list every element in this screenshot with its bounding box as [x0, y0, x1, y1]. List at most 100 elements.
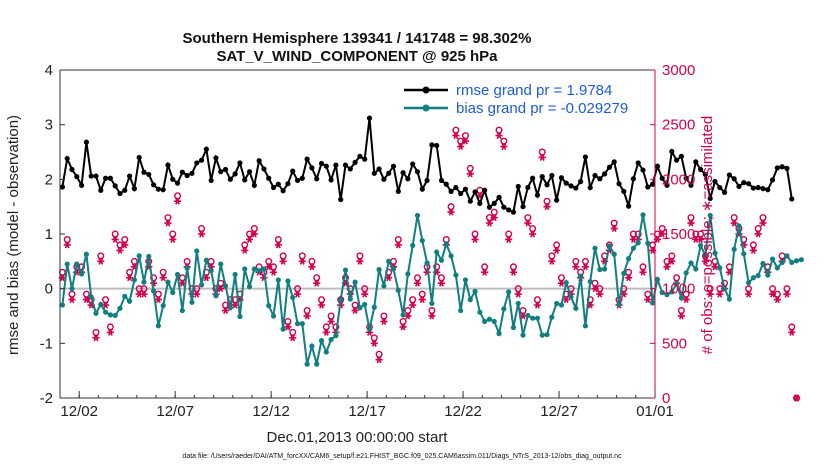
bias-point	[227, 305, 233, 311]
obs-possible-marker	[591, 279, 599, 287]
rmse-point	[405, 176, 411, 182]
obs-assimilated-marker	[682, 296, 690, 304]
star-stroke	[371, 339, 377, 347]
bias-point	[482, 318, 488, 325]
obs-possible-marker	[759, 214, 767, 222]
star-stroke	[544, 203, 550, 211]
obs-assimilated-marker	[394, 241, 402, 249]
y-axis-label-right: # of obs: o=possible; ∗=assimilated	[699, 116, 716, 355]
obs-possible-marker	[111, 230, 119, 238]
rmse-point	[237, 160, 243, 166]
star-stroke	[127, 274, 133, 282]
star-stroke	[539, 153, 545, 161]
rmse-point	[678, 153, 684, 159]
obs-possible-marker	[121, 235, 129, 243]
star-stroke	[357, 257, 363, 265]
star-stroke	[165, 219, 171, 227]
bias-point	[304, 361, 310, 367]
bias-point	[496, 330, 502, 337]
star-stroke	[688, 219, 694, 227]
obs-possible-marker	[102, 296, 110, 304]
bias-point	[251, 266, 257, 272]
obs-assimilated-marker	[716, 290, 724, 298]
obs-possible-marker	[769, 285, 777, 293]
star-stroke	[362, 290, 368, 298]
rmse-point	[160, 187, 166, 193]
star-stroke	[280, 257, 286, 265]
rmse-point	[621, 188, 627, 194]
obs-assimilated-marker	[792, 394, 801, 402]
obs-assimilated-marker	[768, 290, 777, 298]
rmse-point	[774, 165, 780, 171]
rmse-point	[184, 172, 190, 179]
rmse-point	[290, 168, 296, 174]
obs-assimilated-marker	[509, 268, 518, 276]
bias-point	[443, 241, 449, 247]
obs-possible-marker	[437, 274, 445, 282]
star-stroke	[563, 296, 569, 304]
obs-possible-marker	[668, 252, 676, 260]
rmse-point	[582, 154, 589, 160]
obs-assimilated-marker	[452, 132, 460, 140]
star-stroke	[203, 274, 209, 282]
bias-point	[213, 293, 219, 299]
rmse-point	[328, 177, 334, 183]
bias-point	[203, 257, 209, 263]
bias-point	[798, 257, 804, 263]
obs-possible-marker	[279, 252, 287, 260]
obs-possible-marker	[135, 285, 143, 293]
bias-point	[429, 300, 435, 307]
rmse-point	[155, 186, 161, 192]
y-axis-label-left: rmse and bias (model - observation)	[5, 115, 22, 355]
star-stroke	[194, 290, 200, 298]
rmse-point	[131, 186, 137, 192]
x-tick-label: 12/07	[156, 403, 194, 420]
rmse-point	[122, 187, 128, 193]
rmse-point	[650, 181, 656, 187]
rmse-point	[170, 176, 176, 182]
bias-point	[534, 315, 541, 321]
star-stroke	[64, 241, 70, 249]
bias-point	[410, 242, 416, 249]
rmse-point	[741, 180, 747, 186]
bias-point	[578, 273, 584, 279]
bias-point	[645, 240, 651, 246]
obs-assimilated-marker	[92, 334, 100, 342]
obs-possible-marker	[380, 312, 388, 320]
star-stroke	[530, 230, 536, 238]
bias-point	[256, 268, 262, 274]
obs-possible-marker	[692, 230, 700, 238]
obs-assimilated-marker	[284, 323, 292, 331]
rmse-point	[194, 160, 200, 166]
bias-point	[98, 301, 104, 308]
rmse-point	[745, 181, 752, 187]
obs-assimilated-marker	[106, 328, 114, 336]
rmse-point	[611, 159, 617, 165]
rmse-point	[275, 181, 281, 187]
star-stroke	[534, 301, 540, 309]
obs-possible-marker	[481, 263, 489, 271]
rmse-point	[352, 159, 358, 165]
rmse-point	[208, 177, 214, 184]
x-tick-label: 12/02	[60, 403, 98, 420]
rmse-point	[242, 177, 248, 183]
obs-assimilated-marker	[610, 225, 618, 233]
star-stroke	[525, 219, 531, 227]
obs-possible-marker	[154, 290, 162, 298]
star-stroke	[731, 219, 737, 227]
bias-point	[793, 258, 800, 264]
bias-point	[386, 258, 392, 264]
bias-point	[362, 301, 368, 308]
obs-possible-marker	[265, 257, 273, 265]
rmse-point	[136, 154, 142, 161]
chart-subtitle: SAT_V_WIND_COMPONENT @ 925 hPa	[216, 48, 498, 65]
bias-point	[328, 336, 334, 343]
legend: rmse grand pr = 1.9784 bias grand pr = -…	[404, 82, 628, 117]
star-stroke	[794, 394, 800, 402]
star-stroke	[496, 132, 502, 140]
obs-assimilated-marker	[457, 143, 465, 151]
bias-point	[587, 278, 593, 285]
obs-possible-marker	[658, 225, 666, 233]
obs-possible-marker	[754, 225, 762, 233]
star-stroke	[554, 246, 560, 254]
